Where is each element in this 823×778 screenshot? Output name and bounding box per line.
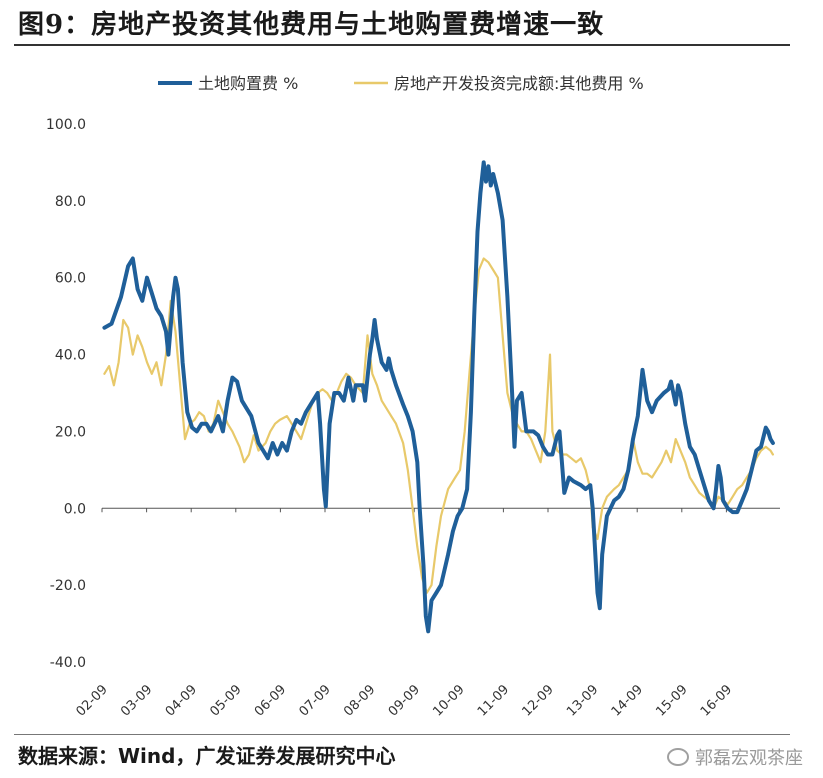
x-tick-label: 09-09: [386, 682, 423, 719]
y-tick-label: -20.0: [50, 578, 86, 594]
footer-divider: [14, 734, 790, 735]
y-tick-label: 80.0: [55, 194, 86, 210]
x-tick-label: 02-09: [74, 682, 111, 719]
line-chart: 土地购置费 % 房地产开发投资完成额:其他费用 % 100.0 80.0 60.0 40…: [46, 74, 780, 720]
y-tick-label: 20.0: [55, 424, 86, 440]
x-tick-label: 16-09: [698, 682, 735, 719]
y-tick-label: 60.0: [55, 271, 86, 287]
y-tick-label: 100.0: [46, 117, 86, 133]
title-divider: [14, 44, 790, 46]
x-tick-label: 15-09: [653, 682, 690, 719]
legend-label: 土地购置费 %: [198, 74, 298, 93]
y-tick-label: 40.0: [55, 348, 86, 364]
page-title: 图9：房地产投资其他费用与土地购置费增速一致: [18, 10, 605, 40]
y-tick-label: -40.0: [50, 655, 86, 671]
x-tick-label: 14-09: [609, 682, 646, 719]
x-tick-label: 04-09: [163, 682, 200, 719]
x-tick-label: 12-09: [520, 682, 557, 719]
x-tick-label: 13-09: [564, 682, 601, 719]
x-tick-label: 06-09: [252, 682, 289, 719]
chart-legend: 土地购置费 % 房地产开发投资完成额:其他费用 %: [158, 74, 644, 93]
x-tick-label: 03-09: [118, 682, 155, 719]
wechat-icon: [667, 748, 689, 766]
series-lines: [102, 160, 775, 634]
y-tick-label: 0.0: [64, 501, 86, 517]
series-line-land-purchase: [102, 160, 775, 634]
x-tick-label: 07-09: [297, 682, 334, 719]
legend-label: 房地产开发投资完成额:其他费用 %: [394, 74, 644, 93]
source-note: 数据来源：Wind，广发证券发展研究中心: [18, 744, 396, 768]
x-tick-label: 11-09: [475, 682, 512, 719]
x-tick-label: 10-09: [430, 682, 467, 719]
watermark-text: 郭磊宏观茶座: [695, 748, 803, 769]
watermark: 郭磊宏观茶座: [667, 744, 803, 770]
x-tick-label: 05-09: [207, 682, 244, 719]
x-tick-label: 08-09: [341, 682, 378, 719]
y-axis: 100.0 80.0 60.0 40.0 20.0 0.0 -20.0 -40.0: [46, 117, 86, 671]
